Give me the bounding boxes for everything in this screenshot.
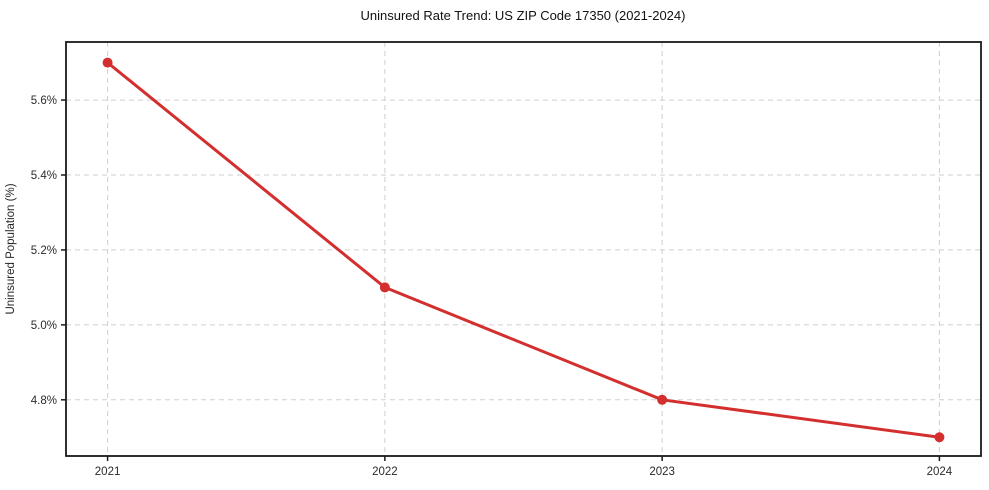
data-point — [657, 394, 668, 405]
trend-line — [106, 61, 941, 439]
y-tick-label: 5.0% — [31, 320, 57, 332]
y-tick-label: 5.4% — [31, 170, 57, 182]
y-tick-label: 5.2% — [31, 245, 57, 257]
data-point — [379, 282, 390, 293]
x-tick-label: 2021 — [95, 466, 121, 478]
y-axis-label: Uninsured Population (%) — [5, 183, 17, 314]
x-tick-label: 2023 — [649, 466, 675, 478]
data-point — [934, 432, 945, 443]
chart-title: Uninsured Rate Trend: US ZIP Code 17350 … — [361, 8, 686, 23]
data-point — [102, 57, 113, 68]
plot-area: 2021 2022 2023 2024 4.8% 5.0% 5.2% 5.4% 5.6% — [31, 41, 982, 478]
x-tick-label: 2022 — [372, 466, 398, 478]
y-tick-label: 5.6% — [31, 95, 57, 107]
y-tick-label: 4.8% — [31, 395, 57, 407]
x-tick-label: 2024 — [927, 466, 953, 478]
plot-border — [65, 41, 982, 457]
